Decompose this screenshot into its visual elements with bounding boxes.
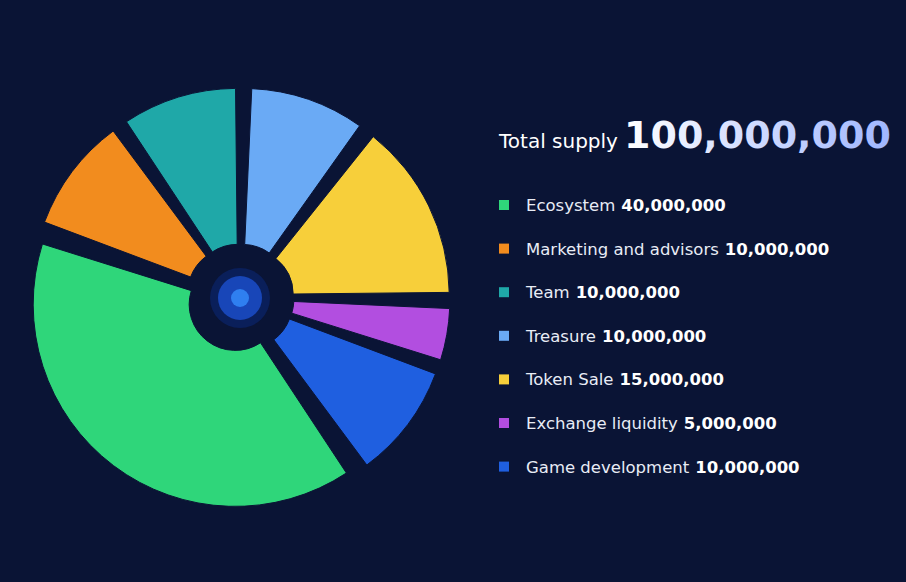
legend-value: 15,000,000: [620, 370, 724, 389]
center-dot: [231, 289, 249, 307]
legend-label: Ecosystem: [526, 196, 615, 215]
legend-entry: Ecosystem 40,000,000: [526, 196, 726, 215]
pie: [33, 88, 449, 506]
legend-entry: Team 10,000,000: [525, 283, 680, 302]
legend-label: Treasure: [525, 327, 596, 346]
legend-swatch: [499, 331, 509, 341]
legend-entry: Exchange liquidity 5,000,000: [526, 414, 777, 433]
legend-value: 10,000,000: [725, 240, 829, 259]
legend-value: 10,000,000: [576, 283, 680, 302]
pie-slice: [126, 88, 237, 252]
legend-value: 10,000,000: [602, 327, 706, 346]
legend-value: 10,000,000: [695, 458, 799, 477]
legend-entry: Game development 10,000,000: [526, 458, 800, 477]
legend-swatch: [499, 374, 509, 384]
legend-swatch: [499, 418, 509, 428]
pie-slice: [274, 319, 436, 465]
legend-label: Marketing and advisors: [526, 240, 719, 259]
legend-label: Exchange liquidity: [526, 414, 678, 433]
legend-label: Token Sale: [525, 370, 614, 389]
pie-slice: [276, 137, 449, 294]
legend-swatch: [499, 200, 509, 210]
chart-root: Total supply100,000,000 Ecosystem 40,000,0…: [0, 0, 906, 582]
legend-entry: Token Sale 15,000,000: [525, 370, 724, 389]
background: [0, 0, 906, 582]
title: Total supply: [498, 129, 618, 153]
legend-value: 40,000,000: [621, 196, 725, 215]
legend-swatch: [499, 462, 509, 472]
legend-entry: Treasure 10,000,000: [525, 327, 706, 346]
legend-entry: Marketing and advisors 10,000,000: [526, 240, 829, 259]
legend-swatch: [499, 244, 509, 254]
legend-label: Team: [525, 283, 570, 302]
center-ring: [210, 268, 270, 328]
legend-swatch: [499, 287, 509, 297]
center-ring-inner: [218, 276, 262, 320]
total-label: 100,000,000: [624, 113, 891, 157]
legend-value: 5,000,000: [684, 414, 777, 433]
legend-label: Game development: [526, 458, 690, 477]
chart-svg: Total supply100,000,000 Ecosystem 40,000,0…: [0, 0, 906, 582]
